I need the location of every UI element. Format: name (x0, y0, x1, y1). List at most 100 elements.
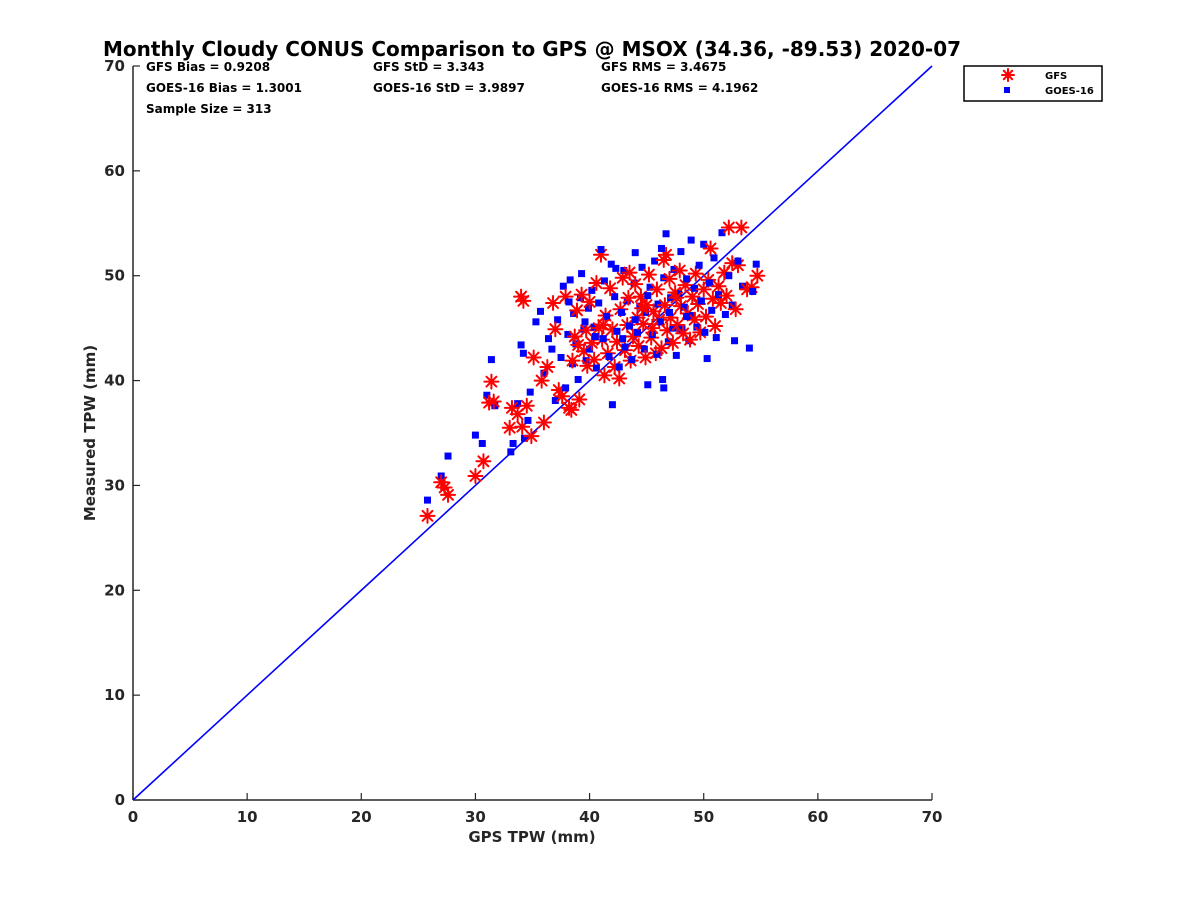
one-to-one-line (132, 65, 933, 801)
gfs-point (515, 292, 532, 309)
axes: 0 10 20 30 40 50 60 70 0 10 20 30 40 50 60 70 (104, 57, 942, 826)
goes16-point (683, 313, 691, 321)
gfs-point (627, 276, 644, 293)
goes16-point (595, 299, 603, 307)
goes16-point (749, 287, 757, 295)
goes16-point (521, 434, 529, 442)
gfs-point (533, 372, 550, 389)
x-tick-label: 0 (128, 808, 138, 826)
gfs-point (648, 281, 665, 298)
goes16-point (607, 260, 615, 268)
x-tick-label: 20 (351, 808, 372, 826)
y-tick-label: 40 (104, 372, 125, 390)
goes16-point (615, 363, 623, 371)
goes16-point (554, 316, 562, 324)
goes16-point (688, 312, 696, 320)
gfs-point (525, 349, 542, 366)
gfs-point (697, 308, 714, 325)
goes16-point (566, 276, 574, 284)
gfs-point (547, 321, 564, 338)
goes16-point (540, 369, 548, 377)
goes16-point (678, 325, 686, 333)
goes16-point (745, 344, 753, 352)
gfs-point (523, 428, 540, 445)
gfs-point (475, 453, 492, 470)
gfs-point (664, 334, 681, 351)
gfs-point (687, 265, 704, 282)
gfs-point (727, 301, 744, 318)
goes16-point (715, 291, 723, 299)
goes16-point (628, 356, 636, 364)
y-axis-label: Measured TPW (mm) (81, 345, 99, 521)
goes16-point (677, 248, 685, 256)
goes16-point (700, 240, 708, 248)
goes16-point (654, 300, 662, 308)
gfs-point (671, 262, 688, 279)
gfs-point (611, 370, 628, 387)
goes16-point (608, 401, 616, 409)
goes16-point (582, 357, 590, 365)
goes16-point (651, 257, 659, 265)
goes16-point (478, 439, 486, 447)
goes16-point (613, 327, 621, 335)
goes16-point (491, 402, 499, 410)
x-axis-label: GPS TPW (mm) (468, 828, 595, 846)
goes16-point (646, 283, 654, 291)
goes16-point (708, 306, 716, 314)
goes16-point (564, 330, 572, 338)
gfs-point (634, 300, 651, 317)
goes16-point (591, 333, 599, 341)
stat-gfs-bias: GFS Bias = 0.9208 (146, 60, 270, 74)
goes16-point (612, 264, 620, 272)
gfs-point (596, 367, 613, 384)
goes16-point (565, 298, 573, 306)
x-tick-label: 70 (922, 808, 943, 826)
gfs-point (419, 507, 436, 524)
gfs-point (702, 240, 719, 257)
stat-goes16-bias: GOES-16 Bias = 1.3001 (146, 81, 302, 95)
goes16-point (634, 328, 642, 336)
gfs-point (564, 352, 581, 369)
goes16-point (576, 294, 584, 302)
legend-label-goes16: GOES-16 (1045, 86, 1094, 97)
goes16-point (611, 293, 619, 301)
goes16-point (586, 345, 594, 353)
gfs-point (749, 267, 766, 284)
goes16-point (423, 496, 431, 504)
goes16-point (599, 335, 607, 343)
legend-goes16-square (1004, 87, 1010, 93)
gfs-point (710, 278, 727, 295)
goes16-point (752, 260, 760, 268)
goes16-point (590, 323, 598, 331)
goes16-point (524, 416, 532, 424)
gfs-point (661, 270, 678, 287)
goes16-point (559, 282, 567, 290)
goes16-point (600, 277, 608, 285)
gfs-point (535, 414, 552, 431)
gfs-point (518, 397, 535, 414)
goes16-point (725, 272, 733, 280)
goes16-point (519, 349, 527, 357)
legend: GFS GOES-16 (963, 65, 1103, 102)
gfs-point (571, 391, 588, 408)
goes16-point (721, 311, 729, 319)
goes16-point (662, 230, 670, 238)
goes16-point (659, 376, 667, 384)
goes16-point (551, 396, 559, 404)
stats-annotations: GFS Bias = 0.9208 GOES-16 Bias = 1.3001 … (146, 60, 758, 116)
goes16-point (734, 257, 742, 265)
goes16-point (687, 236, 695, 244)
gfs-point (684, 288, 701, 305)
y-tick-label: 10 (104, 686, 125, 704)
goes16-point (562, 384, 570, 392)
gfs-point (581, 293, 598, 310)
goes16-point (683, 275, 691, 283)
gfs-point (645, 303, 662, 320)
gfs-point (640, 266, 657, 283)
gfs-point (501, 419, 518, 436)
goes16-point (536, 307, 544, 315)
goes16-point (507, 448, 515, 456)
goes16-point (584, 304, 592, 312)
x-tick-label: 40 (579, 808, 600, 826)
